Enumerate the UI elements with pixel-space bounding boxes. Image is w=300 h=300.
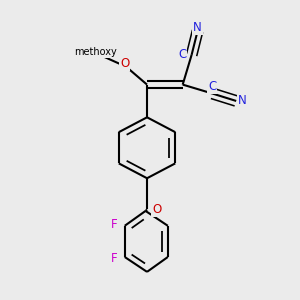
Text: N: N [238, 94, 246, 107]
Text: F: F [111, 218, 118, 231]
Text: F: F [111, 252, 118, 265]
Text: methoxy: methoxy [74, 47, 116, 57]
Text: O: O [120, 57, 129, 70]
Text: C: C [208, 80, 217, 94]
Text: N: N [193, 21, 202, 34]
Text: O: O [152, 203, 161, 216]
Text: C: C [178, 48, 186, 62]
